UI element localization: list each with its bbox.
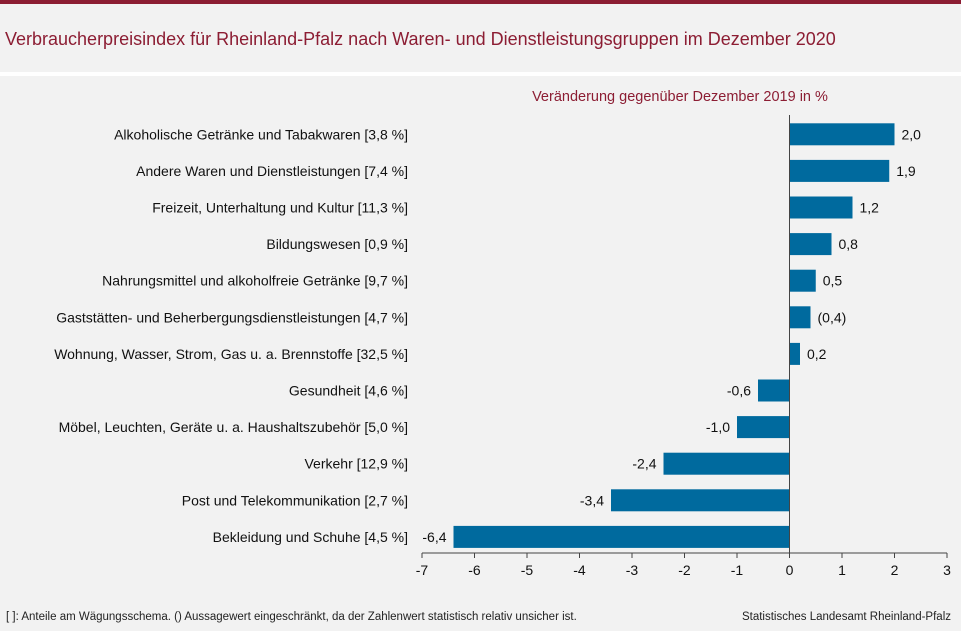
bar — [789, 196, 853, 219]
bar — [789, 342, 800, 365]
x-tick-label: 3 — [943, 562, 951, 578]
footnote: [ ]: Anteile am Wägungsschema. () Aussag… — [6, 611, 577, 623]
x-tick-label: -3 — [626, 562, 639, 578]
category-label: Verkehr [12,9 %] — [304, 456, 408, 472]
category-label: Freizeit, Unterhaltung und Kultur [11,3 … — [152, 200, 408, 216]
category-label: Andere Waren und Dienstleistungen [7,4 %… — [136, 163, 408, 179]
data-label: (0,4) — [818, 309, 847, 325]
bar — [611, 489, 790, 512]
top-rule — [0, 0, 961, 4]
category-label: Gesundheit [4,6 %] — [289, 383, 408, 399]
chart-subtitle: Veränderung gegenüber Dezember 2019 in % — [532, 89, 828, 105]
data-label: 2,0 — [902, 126, 922, 142]
bar — [663, 452, 790, 475]
x-tick-label: -5 — [521, 562, 534, 578]
x-tick-label: -7 — [416, 562, 429, 578]
category-label: Wohnung, Wasser, Strom, Gas u. a. Brenns… — [54, 346, 408, 362]
data-label: 0,2 — [807, 346, 827, 362]
data-label: -2,4 — [632, 456, 656, 472]
x-tick-label: -2 — [678, 562, 691, 578]
source-note: Statistisches Landesamt Rheinland-Pfalz — [741, 611, 951, 623]
x-tick-label: 0 — [786, 562, 794, 578]
x-tick-label: -6 — [468, 562, 481, 578]
category-label: Post und Telekommunikation [2,7 %] — [182, 492, 408, 508]
data-label: 1,9 — [896, 163, 916, 179]
category-label: Bekleidung und Schuhe [4,5 %] — [213, 529, 408, 545]
bar — [789, 306, 811, 329]
data-label: -3,4 — [580, 492, 604, 508]
bar — [789, 159, 890, 182]
data-label: 0,8 — [839, 236, 859, 252]
category-label: Möbel, Leuchten, Geräte u. a. Haushaltsz… — [59, 419, 408, 435]
data-label: -0,6 — [727, 383, 751, 399]
bar — [453, 525, 790, 548]
data-label: -6,4 — [422, 529, 446, 545]
x-tick-label: 1 — [838, 562, 846, 578]
bar — [758, 379, 790, 402]
category-label: Nahrungsmittel und alkoholfreie Getränke… — [102, 273, 408, 289]
header: Verbraucherpreisindex für Rheinland-Pfal… — [0, 4, 961, 72]
x-tick-label: -1 — [731, 562, 744, 578]
data-label: 1,2 — [860, 200, 880, 216]
category-label: Gaststätten- und Beherbergungsdienstleis… — [56, 309, 408, 325]
bar — [789, 233, 832, 256]
x-tick-label: 2 — [891, 562, 899, 578]
category-label: Alkoholische Getränke und Tabakwaren [3,… — [114, 126, 408, 142]
header-separator — [0, 72, 961, 76]
x-tick-label: -4 — [573, 562, 586, 578]
bar — [789, 269, 816, 292]
data-label: 0,5 — [823, 273, 843, 289]
bar — [737, 416, 790, 439]
chart-title: Verbraucherpreisindex für Rheinland-Pfal… — [5, 29, 836, 49]
data-label: -1,0 — [706, 419, 730, 435]
bar — [789, 123, 895, 146]
category-label: Bildungswesen [0,9 %] — [266, 236, 408, 252]
